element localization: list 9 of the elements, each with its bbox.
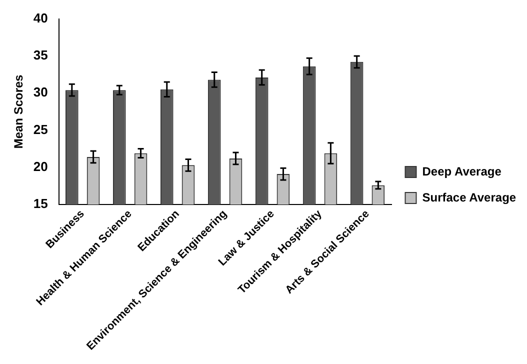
y-tick-label: 30 [33,84,48,100]
y-axis-title: Mean Scores [12,74,26,149]
legend-label: Deep Average [422,164,502,178]
legend-label: Surface Average [422,190,516,204]
y-tick-label: 20 [33,158,48,174]
y-tick-label: 35 [33,48,48,63]
y-tick-label: 25 [33,122,48,137]
y-tick-label: 15 [33,196,48,212]
y-tick-label: 40 [33,10,48,26]
